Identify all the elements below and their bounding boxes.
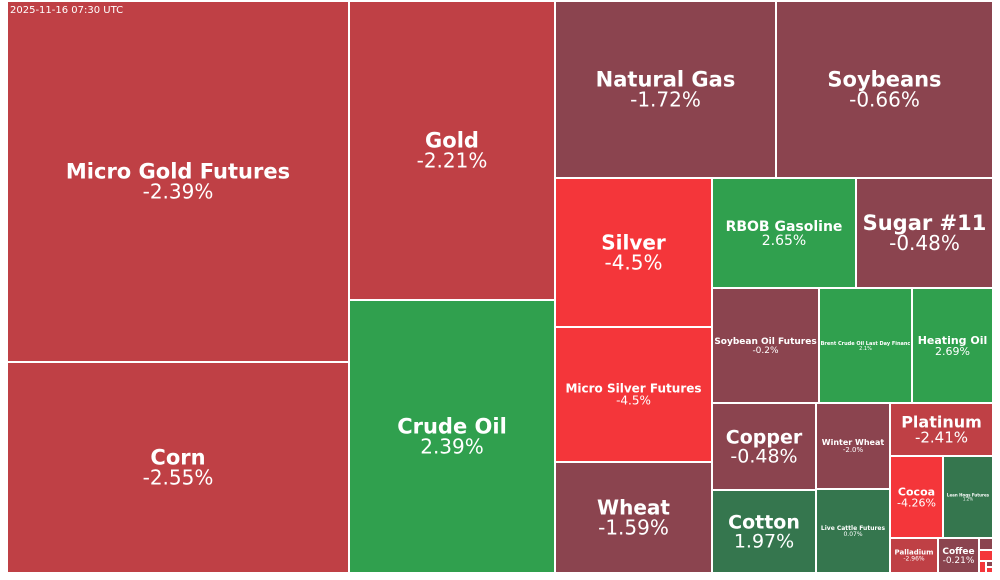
- tile-change-winter-wheat: -2.0%: [843, 446, 864, 454]
- tile-change-micro-gold-futures: -2.39%: [143, 180, 214, 204]
- tile-rect-micro-gold-futures: [6, 0, 350, 363]
- tile-change-lean-hogs-futures: 1.2%: [963, 496, 973, 501]
- tile-rect-tile-23: [978, 537, 994, 551]
- timestamp-label: 2025-11-16 07:30 UTC: [10, 5, 124, 16]
- tile-rect-copper: [711, 402, 817, 491]
- tile-name-corn: Corn: [150, 446, 205, 470]
- tile-change-platinum: -2.41%: [915, 428, 968, 446]
- tile-coffee[interactable]: Coffee-0.21%: [937, 537, 980, 574]
- tile-name-soybeans: Soybeans: [827, 68, 941, 92]
- tile-name-platinum: Platinum: [901, 412, 982, 431]
- tile-name-crude-oil: Crude Oil: [397, 415, 507, 439]
- tile-rect-wheat: [554, 461, 713, 574]
- tile-tile-27[interactable]: [985, 566, 994, 574]
- tile-change-cocoa: -4.26%: [897, 496, 936, 509]
- tile-change-crude-oil: 2.39%: [420, 435, 484, 459]
- tile-micro-gold-futures[interactable]: Micro Gold Futures-2.39%: [6, 0, 350, 363]
- tile-name-brent-crude-oil-last-day-financ: Brent Crude Oil Last Day Financ: [821, 341, 911, 347]
- tile-change-rbob-gasoline: 2.65%: [762, 233, 806, 249]
- tile-rect-corn: [6, 361, 350, 574]
- tile-change-brent-crude-oil-last-day-financ: 2.1%: [859, 346, 872, 352]
- tile-winter-wheat[interactable]: Winter Wheat-2.0%: [815, 402, 891, 490]
- tile-soybeans[interactable]: Soybeans-0.66%: [775, 0, 994, 179]
- tile-platinum[interactable]: Platinum-2.41%: [889, 402, 994, 457]
- tile-name-lean-hogs-futures: Lean Hogs Futures: [947, 492, 990, 497]
- tile-rect-silver: [554, 177, 713, 328]
- tile-rect-soybeans: [775, 0, 994, 179]
- tile-change-sugar-11: -0.48%: [889, 231, 960, 255]
- tile-name-silver: Silver: [601, 231, 666, 255]
- tile-rect-micro-silver-futures: [554, 326, 713, 463]
- tile-rect-tile-25: [978, 560, 987, 574]
- tile-rect-lean-hogs-futures: [942, 455, 994, 539]
- tile-change-gold: -2.21%: [417, 149, 488, 173]
- tile-name-cocoa: Cocoa: [898, 485, 935, 498]
- tile-rect-gold: [348, 0, 556, 301]
- tile-change-corn: -2.55%: [143, 466, 214, 490]
- tile-name-heating-oil: Heating Oil: [918, 334, 988, 347]
- tile-copper[interactable]: Copper-0.48%: [711, 402, 817, 491]
- tile-micro-silver-futures[interactable]: Micro Silver Futures-4.5%: [554, 326, 713, 463]
- tile-palladium[interactable]: Palladium-2.96%: [889, 537, 939, 574]
- tile-rect-heating-oil: [911, 287, 994, 404]
- tile-change-silver: -4.5%: [604, 251, 662, 275]
- tile-change-natural-gas: -1.72%: [630, 88, 701, 112]
- tile-rect-sugar-11: [855, 177, 994, 289]
- tile-name-copper: Copper: [726, 427, 803, 449]
- tile-name-gold: Gold: [425, 129, 479, 153]
- tile-name-coffee: Coffee: [942, 547, 974, 557]
- tile-gold[interactable]: Gold-2.21%: [348, 0, 556, 301]
- tile-rect-cocoa: [889, 455, 944, 539]
- tile-sugar-11[interactable]: Sugar #11-0.48%: [855, 177, 994, 289]
- tile-tile-24[interactable]: [978, 549, 994, 562]
- tile-name-micro-gold-futures: Micro Gold Futures: [66, 160, 290, 184]
- tile-change-heating-oil: 2.69%: [935, 345, 970, 358]
- tile-change-coffee: -0.21%: [943, 556, 975, 566]
- tile-corn[interactable]: Corn-2.55%: [6, 361, 350, 574]
- tile-silver[interactable]: Silver-4.5%: [554, 177, 713, 328]
- tile-change-palladium: -2.96%: [903, 556, 925, 563]
- tile-tile-25[interactable]: [978, 560, 987, 574]
- tile-natural-gas[interactable]: Natural Gas-1.72%: [554, 0, 777, 179]
- tile-rect-palladium: [889, 537, 939, 574]
- tile-rect-coffee: [937, 537, 980, 574]
- tile-wheat[interactable]: Wheat-1.59%: [554, 461, 713, 574]
- tile-name-wheat: Wheat: [597, 496, 670, 520]
- tile-name-sugar-11: Sugar #11: [863, 211, 987, 235]
- tile-soybean-oil-futures[interactable]: Soybean Oil Futures-0.2%: [711, 287, 820, 404]
- tile-name-rbob-gasoline: RBOB Gasoline: [726, 219, 843, 235]
- tile-name-micro-silver-futures: Micro Silver Futures: [565, 382, 701, 396]
- tile-change-live-cattle-futures: 0.07%: [843, 531, 862, 538]
- tile-name-winter-wheat: Winter Wheat: [822, 438, 885, 447]
- tile-rect-brent-crude-oil-last-day-financ: [818, 287, 913, 404]
- tile-rect-soybean-oil-futures: [711, 287, 820, 404]
- tile-change-soybean-oil-futures: -0.2%: [752, 346, 779, 356]
- tile-name-soybean-oil-futures: Soybean Oil Futures: [714, 337, 816, 347]
- tile-rect-crude-oil: [348, 299, 556, 574]
- tile-name-live-cattle-futures: Live Cattle Futures: [821, 525, 886, 532]
- tile-change-copper: -0.48%: [730, 446, 797, 468]
- tile-change-micro-silver-futures: -4.5%: [616, 394, 651, 408]
- tile-name-natural-gas: Natural Gas: [596, 68, 736, 92]
- tile-change-wheat: -1.59%: [598, 516, 669, 540]
- tile-name-palladium: Palladium: [895, 549, 934, 557]
- tile-rect-tile-24: [978, 549, 994, 562]
- tile-change-soybeans: -0.66%: [849, 88, 920, 112]
- tile-tile-23[interactable]: [978, 537, 994, 551]
- tile-name-cotton: Cotton: [728, 512, 800, 534]
- tile-change-cotton: 1.97%: [734, 531, 794, 553]
- tile-rect-tile-27: [985, 566, 994, 574]
- tile-cocoa[interactable]: Cocoa-4.26%: [889, 455, 944, 539]
